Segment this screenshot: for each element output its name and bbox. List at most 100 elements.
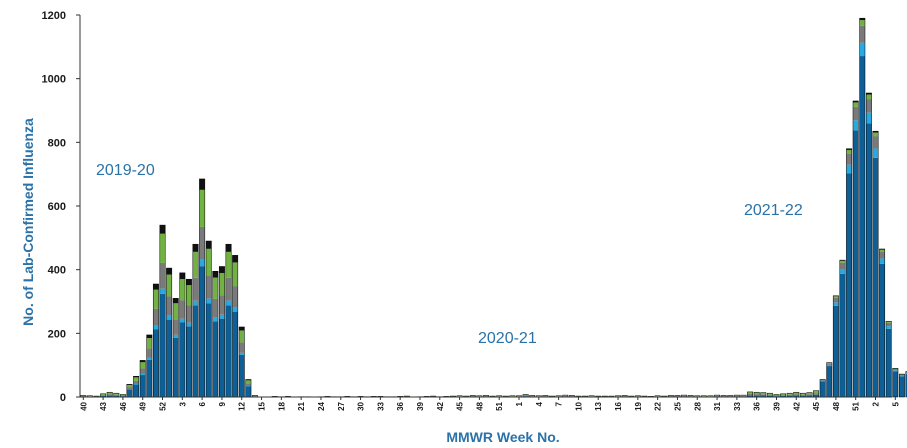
bar-segment [179,272,186,280]
x-tick-label: 2 [871,401,880,406]
bar-segment [819,381,826,397]
bar-segment [846,164,852,174]
bar-segment [219,314,225,319]
bar-segment [225,305,232,397]
bar-stack [766,392,773,398]
bar-stack [885,320,892,398]
bar-segment [819,379,826,381]
bar-stack [819,379,826,398]
bar-segment [225,244,232,252]
bar-segment [219,273,225,296]
bar-segment [833,295,839,297]
bar-segment [800,393,806,395]
bar-segment [905,374,907,397]
bar-segment [833,305,839,397]
bar-segment [153,308,159,326]
bar-segment [786,394,793,396]
bar-segment [892,371,899,397]
bar-stack [139,360,146,398]
bar-segment [852,100,859,103]
bar-segment [780,395,786,397]
bar-segment [219,266,225,274]
x-tick-label: 45 [812,401,821,410]
bar-segment [159,225,166,234]
bar-segment [239,326,245,331]
bar-segment [159,262,166,289]
bar-segment [159,293,166,397]
bar-segment [232,255,238,263]
bar-stack [753,391,760,398]
x-tick-label: 40 [79,401,88,410]
bar-segment [813,390,819,394]
y-tick-label: 600 [48,201,66,213]
bar-segment [206,298,212,304]
bar-segment [852,120,859,131]
x-tick-label: 48 [832,401,841,410]
bar-segment [681,395,687,396]
bar-segment [192,244,199,252]
bar-segment [212,298,219,318]
bar-segment [747,395,753,397]
x-axis-title: MMWR Week No. [446,429,559,445]
bar-segment [899,374,905,376]
bar-segment [245,380,252,384]
x-tick-label: 5 [891,401,900,406]
bar-segment [753,394,760,396]
bar-segment [133,376,139,378]
bar-stack [892,368,899,398]
bar-stack [172,298,179,398]
bar-segment [846,173,852,397]
bar-segment [839,260,846,261]
bar-segment [212,321,219,397]
bar-segment [153,329,159,397]
bar-segment [179,279,186,301]
bar-segment [206,303,212,397]
bar-segment [839,260,846,263]
bar-segment [186,285,192,306]
x-tick-label: 1 [515,401,524,406]
bar-segment [773,394,780,396]
bar-segment [905,373,907,375]
bar-segment [173,337,179,397]
bar-stack [146,334,153,398]
bar-segment [186,279,192,286]
bar-outline [898,373,905,398]
bar-segment [879,251,885,259]
bar-stack [898,373,905,398]
bar-segment [879,248,885,250]
bar-segment [232,312,238,397]
bar-segment [872,148,879,158]
bar-stack [126,384,133,398]
x-tick-label: 9 [218,401,227,406]
bar-segment [826,364,832,367]
bar-segment [621,395,628,397]
bar-segment [885,328,892,397]
x-tick-label: 45 [456,401,465,410]
bar-segment [892,370,899,372]
season-label-2021-22: 2021-22 [744,202,803,219]
bar-segment [239,352,245,355]
bar-segment [516,395,522,397]
bar-segment [866,112,872,124]
bar-segment [166,296,172,316]
bar-segment [714,395,720,396]
bar-segment [806,392,813,395]
bar-segment [192,305,199,397]
bar-stack [159,224,166,398]
bar-segment [846,148,852,150]
bar-segment [245,383,252,386]
x-tick-label: 36 [753,401,762,410]
x-tick-label: 52 [159,401,168,410]
bar-segment [866,94,872,100]
bar-stack [872,130,879,398]
bar-segment [800,394,806,396]
bar-segment [879,249,885,252]
bar-segment [245,386,252,397]
bar-segment [859,42,865,57]
bar-segment [146,359,153,397]
bar-segment [635,395,641,397]
bar-segment [899,375,905,377]
bar-segment [720,395,727,397]
bar-segment [846,153,852,165]
